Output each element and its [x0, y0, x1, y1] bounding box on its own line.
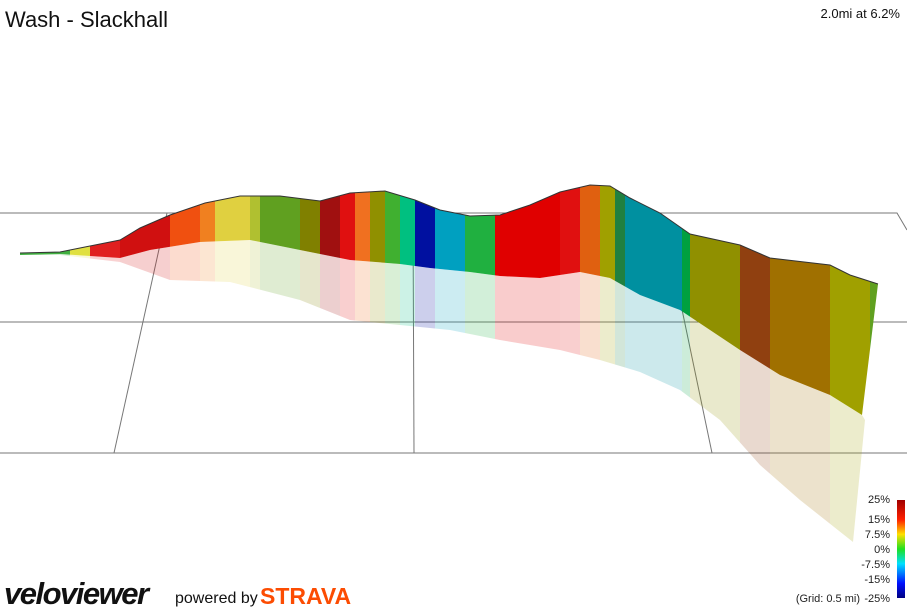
legend-colorbar: [897, 500, 905, 598]
logo: veloviewer: [4, 576, 151, 607]
legend-label: 7.5%: [865, 529, 890, 541]
title: Wash - Slackhall: [5, 7, 168, 32]
legend: 25% 15% 7.5% 0% -7.5% -15%: [861, 494, 890, 586]
legend-label: 15%: [868, 514, 890, 526]
legend-label: -15%: [864, 574, 890, 586]
legend-label: 25%: [868, 494, 890, 506]
strava-brand: STRAVA: [260, 583, 351, 607]
legend-label: -25%: [864, 593, 890, 605]
ribbon-edge: [19, 184, 879, 285]
powered-by: powered by: [175, 590, 258, 607]
legend-label: -7.5%: [861, 559, 890, 571]
ribbon-shadow: [20, 240, 865, 542]
legend-label: 0%: [874, 544, 890, 556]
elevation-ribbon: [20, 185, 878, 415]
summary: 2.0mi at 6.2%: [821, 6, 901, 21]
grid-note: (Grid: 0.5 mi): [796, 593, 860, 605]
